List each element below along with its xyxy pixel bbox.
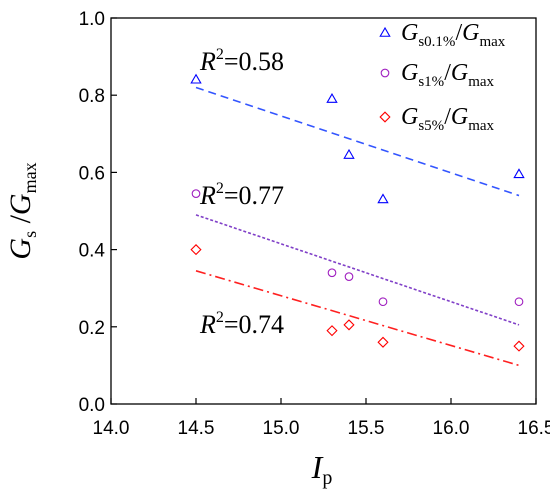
- legend-label: Gs5%/Gmax: [401, 104, 495, 134]
- data-points: [190, 73, 525, 352]
- legend-main: G: [401, 60, 418, 86]
- x-axis-label-sub: p: [322, 467, 332, 489]
- y-axis-label-sub2: max: [20, 162, 40, 193]
- data-point: [514, 297, 524, 307]
- legend-marker: [379, 26, 391, 37]
- x-tick-label: 14.0: [93, 418, 130, 439]
- y-tick-label: 1.0: [79, 9, 105, 30]
- y-tick-label: 0.8: [79, 86, 105, 107]
- r2-prefix: R: [199, 181, 216, 210]
- r2-label: R2=0.74: [199, 309, 284, 339]
- data-point: [513, 340, 525, 352]
- data-point: [190, 244, 202, 256]
- x-axis-label-main: I: [311, 449, 324, 485]
- legend-sep: /: [444, 104, 451, 130]
- x-tick-label: 15.0: [263, 418, 300, 439]
- y-axis-label-main2: G: [4, 193, 37, 215]
- data-point: [326, 92, 338, 103]
- data-point: [343, 319, 355, 331]
- r2-prefix: R: [199, 47, 216, 76]
- legend-sub: s1%: [418, 74, 444, 90]
- y-axis-label: Gs /Gmax: [4, 162, 40, 259]
- y-tick-label: 0.0: [79, 395, 105, 416]
- r2-sup: 2: [216, 309, 224, 326]
- legend-main: G: [401, 20, 418, 46]
- y-axis: 0.0 0.2 0.4 0.6 0.8 1.0: [79, 9, 117, 416]
- y-axis-label-sep: /: [4, 214, 37, 231]
- x-tick-label: 14.5: [178, 418, 215, 439]
- plot-frame: [110, 17, 537, 405]
- legend-sub: s0.1%: [418, 34, 455, 50]
- r2-value: =0.74: [224, 310, 284, 339]
- y-axis-label-sub: s: [20, 231, 40, 238]
- data-point: [343, 148, 355, 159]
- x-axis-label: Ip: [311, 449, 333, 489]
- data-point: [190, 73, 202, 84]
- legend-main: G: [401, 104, 418, 130]
- y-tick-label: 0.2: [79, 318, 105, 339]
- legend-main2: G: [451, 104, 468, 130]
- legend-marker: [379, 111, 391, 123]
- data-point: [378, 297, 388, 307]
- x-tick-label: 15.5: [348, 418, 385, 439]
- legend-sub: s5%: [418, 118, 444, 134]
- legend-marker: [380, 68, 390, 78]
- data-point: [326, 325, 338, 337]
- data-point: [327, 268, 337, 278]
- data-point: [377, 336, 389, 348]
- r2-value: =0.58: [224, 47, 284, 76]
- fit-line: [195, 270, 520, 367]
- legend-label: Gs1%/Gmax: [401, 60, 495, 90]
- r2-sup: 2: [216, 180, 224, 197]
- y-tick-label: 0.6: [79, 163, 105, 184]
- legend-sub2: max: [479, 34, 505, 50]
- legend-sep: /: [444, 60, 451, 86]
- legend-sub2: max: [468, 118, 494, 134]
- r2-sup: 2: [216, 46, 224, 63]
- data-point: [191, 189, 201, 198]
- data-point: [513, 168, 525, 179]
- r2-prefix: R: [199, 310, 216, 339]
- data-point: [377, 193, 389, 204]
- x-axis: 14.0 14.5 15.0 15.5 16.0 16.5: [93, 398, 550, 439]
- fit-lines: [195, 86, 520, 367]
- y-axis-label-main: G: [4, 238, 37, 260]
- legend-sep: /: [455, 20, 462, 46]
- fit-line: [195, 214, 520, 326]
- data-point: [344, 272, 354, 281]
- legend-sub2: max: [468, 74, 494, 90]
- r2-label: R2=0.58: [199, 46, 284, 76]
- r2-label: R2=0.77: [199, 180, 284, 210]
- legend-main2: G: [462, 20, 479, 46]
- legend-main2: G: [451, 60, 468, 86]
- fit-line: [195, 86, 520, 197]
- x-tick-label: 16.0: [433, 418, 470, 439]
- legend-label: Gs0.1%/Gmax: [401, 20, 506, 50]
- x-tick-label: 16.5: [518, 418, 550, 439]
- y-tick-label: 0.4: [79, 241, 106, 262]
- r2-value: =0.77: [224, 181, 284, 210]
